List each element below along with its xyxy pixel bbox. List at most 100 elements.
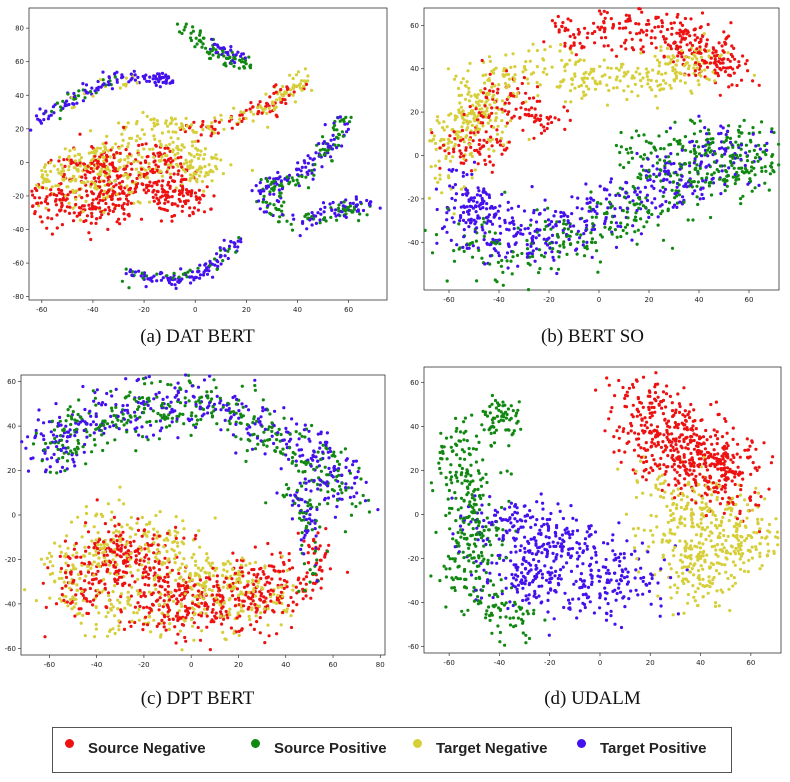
scatter-point: [227, 247, 231, 251]
scatter-point: [167, 130, 171, 134]
x-tick-label: 0: [189, 661, 193, 669]
scatter-point: [480, 223, 484, 227]
scatter-point: [121, 530, 125, 534]
scatter-point: [276, 586, 280, 590]
scatter-point: [233, 597, 237, 601]
scatter-point: [176, 151, 180, 155]
scatter-point: [619, 145, 623, 149]
scatter-point: [165, 274, 169, 278]
scatter-point: [675, 191, 679, 195]
scatter-point: [310, 215, 314, 219]
scatter-point: [711, 51, 715, 55]
scatter-point: [456, 86, 461, 90]
scatter-point: [231, 433, 235, 437]
scatter-point: [184, 188, 189, 192]
scatter-point: [548, 246, 552, 250]
scatter-point: [621, 26, 625, 30]
scatter-point: [685, 185, 689, 189]
scatter-point: [248, 618, 252, 622]
scatter-point: [536, 94, 540, 98]
scatter-point: [356, 470, 360, 474]
scatter-point: [579, 83, 583, 88]
scatter-point: [461, 174, 465, 178]
scatter-point: [52, 452, 56, 456]
scatter-point: [656, 84, 660, 88]
scatter-point: [104, 141, 108, 145]
scatter-point: [280, 554, 284, 558]
scatter-point: [495, 140, 499, 144]
scatter-point: [346, 486, 351, 490]
scatter-point: [304, 175, 308, 179]
scatter-point: [84, 83, 89, 87]
scatter-point: [576, 229, 580, 233]
scatter-point: [531, 42, 535, 46]
scatter-point: [53, 199, 58, 203]
scatter-point: [197, 196, 202, 200]
scatter-point: [316, 487, 320, 491]
scatter-point: [452, 259, 457, 263]
scatter-point: [103, 165, 107, 169]
scatter-point: [268, 176, 272, 180]
scatter-point: [268, 412, 272, 416]
scatter-point: [180, 31, 184, 36]
scatter-point: [168, 184, 172, 188]
scatter-point: [119, 594, 123, 599]
scatter-point: [603, 73, 607, 77]
scatter-point: [729, 161, 733, 165]
scatter-point: [749, 169, 753, 173]
scatter-point: [537, 233, 541, 237]
scatter-point: [585, 84, 589, 88]
scatter-point: [284, 483, 289, 487]
scatter-point: [169, 116, 173, 120]
scatter-point: [690, 139, 694, 143]
scatter-point: [589, 67, 593, 71]
scatter-point: [290, 461, 294, 465]
scatter-point: [114, 534, 118, 538]
scatter-point: [753, 173, 757, 177]
scatter-point: [569, 230, 574, 234]
scatter-point: [664, 62, 668, 66]
scatter-point: [693, 189, 697, 193]
y-tick-label: 40: [15, 92, 24, 100]
scatter-point: [308, 498, 312, 502]
scatter-point: [461, 245, 465, 249]
scatter-point: [76, 412, 80, 417]
scatter-point: [185, 124, 189, 128]
scatter-point: [539, 253, 544, 257]
scatter-point: [500, 99, 505, 103]
scatter-point: [193, 191, 197, 195]
scatter-point: [437, 159, 441, 163]
scatter-point: [180, 191, 184, 195]
scatter-point: [296, 181, 300, 185]
scatter-point: [126, 121, 130, 125]
scatter-point: [534, 113, 538, 117]
scatter-point: [661, 185, 665, 189]
scatter-point: [584, 228, 588, 233]
scatter-point: [173, 529, 177, 533]
scatter-point: [94, 553, 98, 557]
scatter-point: [306, 79, 310, 83]
scatter-point: [82, 428, 86, 433]
scatter-point: [462, 235, 466, 239]
scatter-point: [144, 575, 148, 579]
scatter-point: [126, 202, 130, 206]
scatter-point: [636, 175, 640, 180]
scatter-point: [296, 173, 300, 177]
scatter-point: [214, 51, 218, 55]
scatter-point: [573, 36, 577, 40]
scatter-point: [458, 139, 463, 143]
scatter-point: [179, 155, 183, 159]
scatter-point: [461, 210, 466, 215]
scatter-point: [694, 73, 698, 77]
scatter-point: [589, 190, 593, 194]
scatter-point: [477, 111, 481, 115]
scatter-point: [160, 184, 164, 188]
scatter-point: [157, 608, 161, 612]
scatter-point: [573, 86, 577, 90]
chart-panel-a: -60 -40 -20 0 20 40 60 -80 -60 -40 -20 0 20 40 60 80: [5, 3, 393, 317]
scatter-point: [614, 245, 619, 249]
scatter-point: [354, 195, 358, 199]
scatter-point: [489, 219, 493, 224]
scatter-point: [462, 112, 466, 116]
scatter-point: [514, 232, 519, 236]
